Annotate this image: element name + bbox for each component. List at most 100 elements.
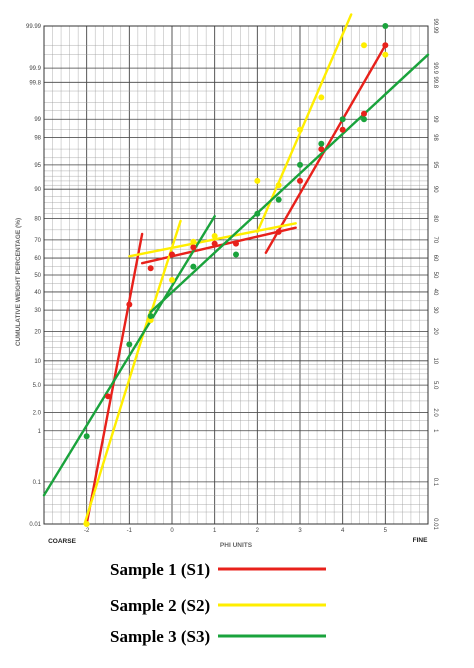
y-tick-label-right: 98 <box>432 134 438 141</box>
data-point-s2 <box>211 232 218 239</box>
data-point-s1 <box>318 146 325 153</box>
data-point-s1 <box>275 228 282 235</box>
y-tick-label-left: 30 <box>34 308 41 314</box>
data-point-s2 <box>361 42 367 49</box>
x-tick-label: 5 <box>384 528 388 534</box>
fit-lines <box>42 13 430 526</box>
data-point-s3 <box>126 341 133 348</box>
y-tick-label-right: 80 <box>432 215 438 222</box>
plot-frame <box>43 25 429 525</box>
y-tick-label-left: 70 <box>34 238 41 244</box>
legend: Sample 1 (S1) Sample 2 (S2) Sample 3 (S3… <box>110 560 326 646</box>
y-tick-label-left: 99 <box>34 117 41 123</box>
y-tick-label-left: 99.9 <box>29 66 41 72</box>
data-point-s1 <box>339 126 346 133</box>
x-tick-label: 4 <box>341 528 345 534</box>
x-axis-label: PHI UNITS <box>220 542 253 549</box>
legend-label-s1: Sample 1 (S1) <box>110 560 210 579</box>
fit-line-s2 <box>128 222 297 258</box>
y-tick-label-right: 99.8 <box>432 76 438 88</box>
y-tick-label-right: 99.99 <box>432 18 438 34</box>
data-point-s2 <box>83 521 90 527</box>
y-tick-label-left: 1 <box>38 429 42 435</box>
legend-entry-s1: Sample 1 (S1) <box>110 560 326 579</box>
data-point-s3 <box>382 23 389 29</box>
y-tick-label-right: 99 <box>432 116 438 123</box>
data-point-s1 <box>105 393 111 400</box>
y-tick-label-left: 10 <box>34 359 41 365</box>
y-tick-label-right: 90 <box>432 186 438 193</box>
data-point-s1 <box>233 240 239 247</box>
data-point-s3 <box>318 140 325 147</box>
y-tick-label-right: 0.1 <box>432 478 438 487</box>
x-tick-label: -1 <box>127 528 133 534</box>
data-point-s3 <box>254 210 261 217</box>
coarse-label: COARSE <box>48 538 76 545</box>
x-tick-label: 0 <box>170 528 174 534</box>
y-axis-label: CUMULATIVE WEIGHT PERCENTAGE (%) <box>15 218 22 346</box>
axis-ticks: -2 -1 0 1 2 3 4 5 0.01 0.01 0.1 0.1 1 1 2.0 2.0 5.0 5.0 10… <box>26 18 438 534</box>
fit-line-s2 <box>149 219 182 316</box>
y-tick-label-left: 90 <box>34 187 41 193</box>
data-point-s1 <box>297 177 303 184</box>
data-point-s2 <box>297 126 303 133</box>
data-point-s1 <box>211 240 218 247</box>
fit-line-s2 <box>256 13 353 234</box>
y-tick-label-right: 1 <box>432 429 438 433</box>
y-tick-label-right: 10 <box>432 357 438 364</box>
x-tick-label: -2 <box>84 528 90 534</box>
data-point-s2 <box>190 238 197 245</box>
y-tick-label-left: 0.01 <box>29 522 41 528</box>
data-point-s3 <box>339 116 346 123</box>
x-tick-label: 3 <box>298 528 302 534</box>
y-tick-label-left: 99.99 <box>26 24 42 30</box>
legend-label-s3: Sample 3 (S3) <box>110 627 210 646</box>
y-tick-label-right: 99.9 <box>432 62 438 74</box>
data-point-s2 <box>169 277 175 284</box>
data-point-s1 <box>382 42 389 49</box>
chart-grid <box>43 25 429 525</box>
fit-line-s3 <box>42 215 216 497</box>
y-tick-label-left: 60 <box>34 256 41 262</box>
y-tick-label-right: 0.01 <box>432 518 438 530</box>
fit-line-s3 <box>149 53 430 314</box>
y-tick-label-right: 60 <box>432 255 438 262</box>
data-point-s3 <box>147 313 154 320</box>
data-point-s3 <box>233 251 239 258</box>
data-point-s3 <box>297 161 303 168</box>
y-tick-label-right: 70 <box>432 237 438 244</box>
y-tick-label-right: 95 <box>432 162 438 169</box>
y-tick-label-right: 2.0 <box>432 408 438 417</box>
y-tick-label-left: 5.0 <box>33 383 42 389</box>
data-point-s3 <box>190 263 197 270</box>
y-tick-label-left: 2.0 <box>33 411 42 417</box>
y-tick-label-left: 40 <box>34 290 41 296</box>
y-tick-label-right: 20 <box>432 328 438 335</box>
y-tick-label-right: 30 <box>432 307 438 314</box>
y-tick-label-right: 5.0 <box>432 381 438 390</box>
x-tick-label: 2 <box>256 528 260 534</box>
y-tick-label-right: 50 <box>432 272 438 279</box>
y-tick-label-left: 50 <box>34 273 41 279</box>
legend-entry-s3: Sample 3 (S3) <box>110 627 326 646</box>
y-tick-label-left: 98 <box>34 135 41 141</box>
data-point-s1 <box>147 265 154 272</box>
data-point-s3 <box>361 116 367 123</box>
data-points <box>83 23 389 527</box>
data-point-s2 <box>147 317 154 324</box>
x-tick-label: 1 <box>213 528 217 534</box>
fine-label: FINE <box>413 537 428 544</box>
fit-line-s2 <box>83 308 152 526</box>
data-point-s3 <box>83 433 90 440</box>
legend-entry-s2: Sample 2 (S2) <box>110 596 326 615</box>
data-point-s1 <box>190 244 197 251</box>
data-point-s1 <box>169 251 175 258</box>
y-tick-label-left: 20 <box>34 329 41 335</box>
y-tick-label-left: 0.1 <box>33 480 42 486</box>
legend-label-s2: Sample 2 (S2) <box>110 596 210 615</box>
data-point-s3 <box>275 196 282 203</box>
y-tick-label-left: 95 <box>34 163 41 169</box>
data-point-s2 <box>318 94 325 101</box>
